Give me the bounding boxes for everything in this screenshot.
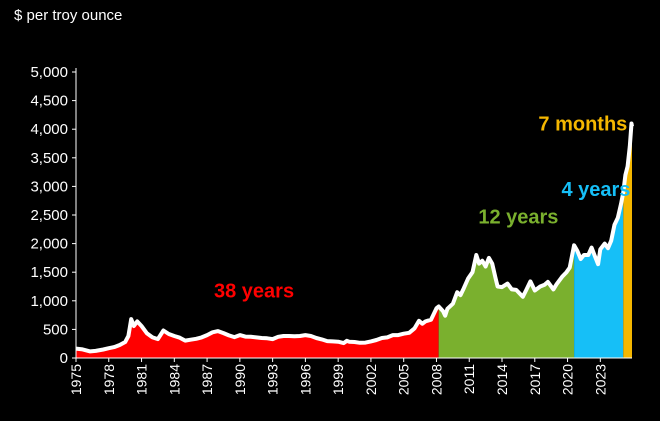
segment-label-4: 7 months (538, 113, 627, 135)
x-tick-label: 2014 (494, 364, 510, 395)
x-tick-label: 2017 (527, 364, 543, 395)
y-tick-label: 2,000 (30, 236, 68, 253)
y-tick-label: 3,500 (30, 150, 68, 167)
x-tick-label: 2005 (396, 364, 412, 395)
y-tick-label: 5,000 (30, 64, 68, 81)
y-tick-label: 1,500 (30, 264, 68, 281)
x-tick-label: 2002 (363, 364, 379, 395)
segment-label-2: 12 years (478, 207, 558, 229)
segment-label-1: 38 years (214, 280, 294, 302)
segment-label-3: 4 years (561, 179, 630, 201)
x-tick-label: 2020 (560, 364, 576, 395)
x-tick-label: 1990 (232, 364, 248, 395)
price-line (75, 121, 634, 354)
x-tick-label: 1996 (297, 364, 313, 395)
x-tick-label: 1999 (330, 364, 346, 395)
x-tick-label: 1981 (134, 364, 150, 395)
y-tick-label: 500 (43, 321, 68, 338)
y-tick-label: 1,000 (30, 293, 68, 310)
y-tick-label: 4,500 (30, 93, 68, 110)
x-tick-label: 2008 (428, 364, 444, 395)
x-tick-label: 1978 (101, 364, 117, 395)
area-segment-3 (574, 192, 624, 358)
y-tick-label: 4,000 (30, 121, 68, 138)
x-tick-label: 2023 (592, 364, 608, 395)
x-tick-label: 2011 (461, 364, 477, 394)
x-tick-label: 1987 (199, 364, 215, 395)
x-tick-label: 1975 (68, 364, 84, 395)
area-segment-2 (438, 245, 575, 358)
y-axis-unit-label: $ per troy ounce (14, 7, 123, 24)
area-segment-1 (76, 306, 439, 358)
y-tick-label: 3,000 (30, 178, 68, 195)
x-tick-label: 1993 (265, 364, 281, 395)
y-tick-label: 2,500 (30, 207, 68, 224)
x-tick-label: 1984 (166, 364, 182, 395)
y-tick-label: 0 (60, 350, 68, 367)
